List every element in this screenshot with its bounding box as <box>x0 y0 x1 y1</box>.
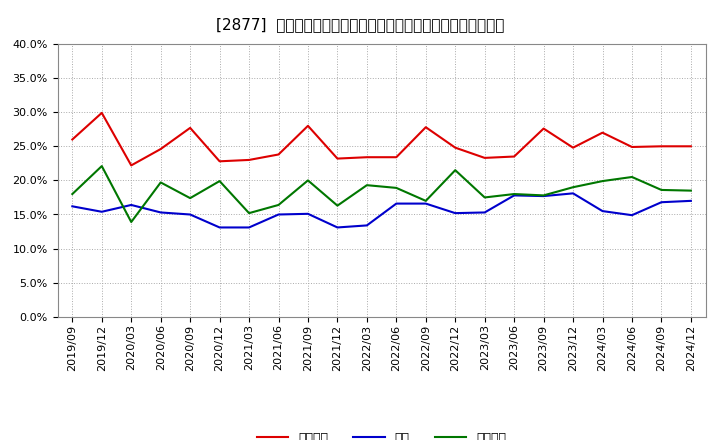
買入債務 <box>598 179 607 184</box>
在庫 <box>68 204 76 209</box>
Text: [2877]  売上債権、在庫、買入債務の総資産に対する比率の推移: [2877] 売上債権、在庫、買入債務の総資産に対する比率の推移 <box>216 18 504 33</box>
売上債権 <box>304 123 312 128</box>
売上債権 <box>598 130 607 136</box>
在庫 <box>628 213 636 218</box>
買入債務 <box>304 178 312 183</box>
売上債権 <box>451 145 459 150</box>
売上債権 <box>274 152 283 157</box>
売上債権 <box>392 154 400 160</box>
在庫 <box>333 225 342 230</box>
買入債務 <box>510 191 518 197</box>
在庫 <box>451 210 459 216</box>
売上債権 <box>186 125 194 131</box>
在庫 <box>539 194 548 199</box>
在庫 <box>363 223 372 228</box>
売上債権 <box>245 157 253 162</box>
売上債権 <box>127 163 135 168</box>
Legend: 売上債権, 在庫, 買入債務: 売上債権, 在庫, 買入債務 <box>252 427 511 440</box>
売上債権 <box>687 143 696 149</box>
買入債務 <box>97 163 106 169</box>
在庫 <box>127 202 135 208</box>
売上債権 <box>480 155 489 161</box>
Line: 売上債権: 売上債権 <box>72 113 691 165</box>
売上債権 <box>156 147 165 152</box>
売上債権 <box>97 110 106 116</box>
売上債権 <box>363 154 372 160</box>
在庫 <box>480 210 489 215</box>
在庫 <box>304 211 312 216</box>
売上債権 <box>215 159 224 164</box>
Line: 在庫: 在庫 <box>72 193 691 227</box>
在庫 <box>598 209 607 214</box>
買入債務 <box>245 210 253 216</box>
在庫 <box>215 225 224 230</box>
買入債務 <box>628 174 636 180</box>
在庫 <box>156 210 165 215</box>
買入債務 <box>333 203 342 208</box>
買入債務 <box>363 183 372 188</box>
買入債務 <box>392 185 400 191</box>
売上債権 <box>333 156 342 161</box>
在庫 <box>421 201 430 206</box>
在庫 <box>687 198 696 203</box>
在庫 <box>245 225 253 230</box>
在庫 <box>657 200 666 205</box>
売上債権 <box>421 125 430 130</box>
買入債務 <box>156 180 165 185</box>
買入債務 <box>186 195 194 201</box>
売上債権 <box>539 126 548 131</box>
Line: 買入債務: 買入債務 <box>72 166 691 222</box>
買入債務 <box>480 195 489 200</box>
在庫 <box>510 193 518 198</box>
在庫 <box>392 201 400 206</box>
売上債権 <box>510 154 518 159</box>
買入債務 <box>421 198 430 203</box>
売上債権 <box>657 143 666 149</box>
買入債務 <box>68 191 76 197</box>
買入債務 <box>215 179 224 184</box>
買入債務 <box>274 202 283 208</box>
買入債務 <box>127 220 135 225</box>
買入債務 <box>539 193 548 198</box>
在庫 <box>569 191 577 196</box>
売上債権 <box>68 137 76 142</box>
買入債務 <box>569 185 577 190</box>
在庫 <box>97 209 106 214</box>
売上債権 <box>569 145 577 150</box>
買入債務 <box>657 187 666 193</box>
買入債務 <box>687 188 696 193</box>
買入債務 <box>451 168 459 173</box>
売上債権 <box>628 144 636 150</box>
在庫 <box>274 212 283 217</box>
在庫 <box>186 212 194 217</box>
